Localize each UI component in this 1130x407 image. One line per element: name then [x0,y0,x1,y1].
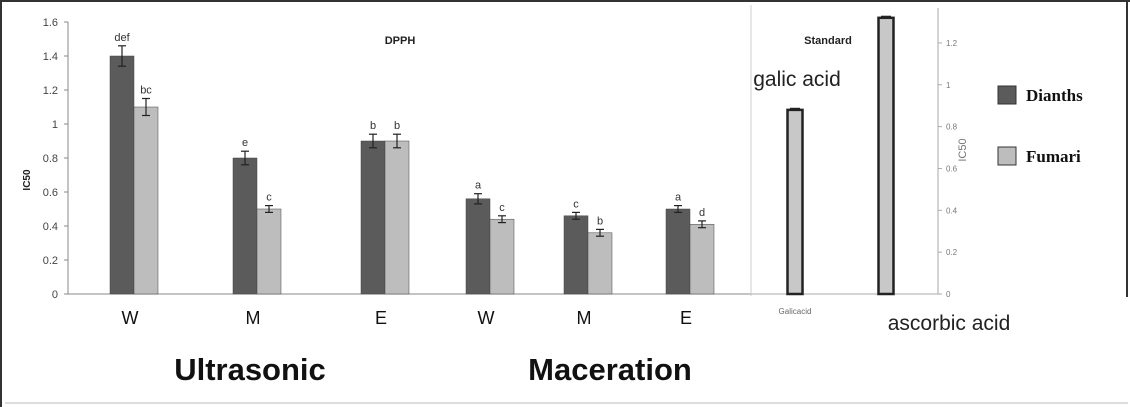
dpph-y-tick-label: 1 [52,119,58,131]
dpph-y-tick-label: 0 [52,289,58,301]
dpph-x-tick-label: W [478,308,495,328]
significance-letter: b [597,215,603,227]
standard-bars [786,15,895,296]
legend-swatch-dianths [997,85,1017,105]
standard-y-axis-label: IC50 [957,138,969,161]
ascorbic-acid-label: ascorbic acid [888,312,1011,335]
dpph-y-axis-label: IC50 [22,169,33,191]
standard-y-tick-label: 0.6 [946,164,958,173]
standard-chart-title: Standard [804,35,852,47]
bar-dianths-1 [232,157,258,295]
significance-letter: def [114,32,130,44]
bar-fumari-1 [256,208,282,295]
bar-fumari-4 [587,232,613,295]
significance-letter: c [573,198,579,210]
standard-axes: 0 0.2 0.4 0.6 0.8 1 1.2 [752,8,958,299]
standard-bar-0 [786,108,804,296]
dpph-y-tick-label: 0.6 [43,187,58,199]
bar-dianths-5 [665,208,691,295]
dpph-x-tick-label: W [122,308,139,328]
bar-fumari-5 [689,224,715,295]
standard-y-tick-label: 1 [946,81,951,90]
bar-fumari-2 [384,140,410,295]
standard-y-tick-label: 0.4 [946,206,958,215]
dpph-axes: 0 0.2 0.4 0.6 0.8 1 1.2 1.4 1.6 [43,17,752,301]
standard-y-tick-label: 0.2 [946,248,958,257]
dpph-chart-title: DPPH [385,35,416,47]
significance-letter: a [675,192,682,204]
standard-y-tick-label: 0.8 [946,123,958,132]
significance-letter: b [394,120,400,132]
standard-y-tick-label: 1.2 [946,39,958,48]
dpph-y-tick-label: 0.8 [43,153,58,165]
dpph-y-tick-label: 0.4 [43,221,58,233]
legend: Dianths Fumari [997,85,1083,166]
dpph-chart: DPPH IC50 0 0.2 0.4 0.6 0.8 1 1.2 1.4 1.6 def e b a… [22,17,752,387]
legend-label-fumari: Fumari [1026,147,1081,166]
dpph-x-tick-label: E [680,308,692,328]
bar-dianths-2 [360,140,386,295]
significance-letter: c [499,202,505,214]
galic-acid-label: galic acid [753,68,841,91]
bar-fumari-3 [489,218,515,295]
dpph-y-tick-label: 1.4 [43,51,58,63]
legend-swatch-fumari [997,146,1017,166]
dpph-y-tick-label: 1.6 [43,17,58,29]
bar-dianths-4 [563,215,589,295]
group-label-maceration: Maceration [528,352,692,387]
standard-bar-1 [877,16,895,296]
group-label-ultrasonic: Ultrasonic [174,352,326,387]
dpph-x-tick-label: M [577,308,592,328]
dpph-y-tick-label: 0.2 [43,255,58,267]
standard-chart: Standard 0 0.2 0.4 0.6 0.8 1 1.2 IC50 galic ac… [750,5,1011,335]
legend-label-dianths: Dianths [1026,86,1083,105]
significance-letter: c [266,192,272,204]
standard-x-tick-galicacid: Galicacid [779,307,812,316]
significance-letter: d [699,207,705,219]
dpph-y-tick-label: 1.2 [43,85,58,97]
significance-letter: bc [140,85,152,97]
standard-y-tick-label: 0 [946,290,951,299]
significance-letter: b [370,120,376,132]
significance-letter: a [475,180,482,192]
bar-fumari-0 [133,106,159,295]
dpph-x-tick-label: M [246,308,261,328]
significance-letter: e [242,137,248,149]
bar-dianths-3 [465,198,491,295]
bar-dianths-0 [109,55,135,295]
dpph-x-tick-label: E [375,308,387,328]
